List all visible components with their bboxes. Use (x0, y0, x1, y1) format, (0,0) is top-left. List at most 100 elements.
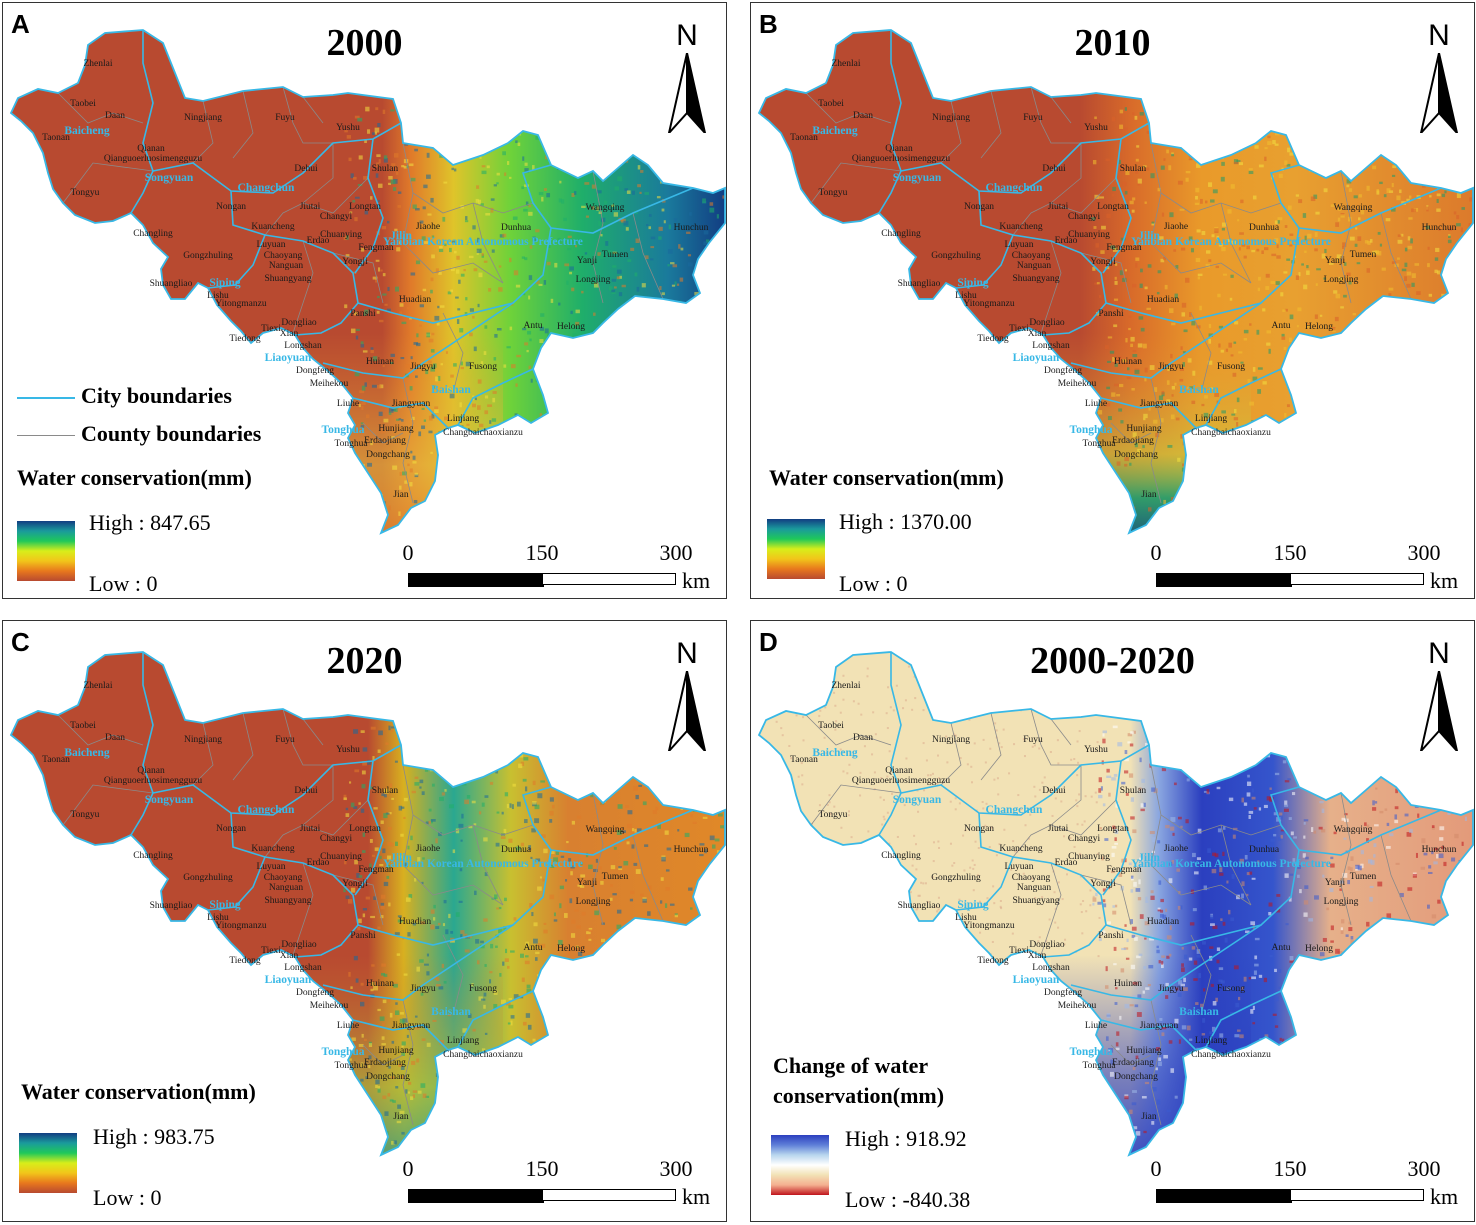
raster-speck (399, 1012, 404, 1015)
raster-speck (775, 720, 778, 723)
raster-speck (585, 1050, 590, 1053)
raster-speck (722, 195, 725, 199)
raster-speck (1196, 469, 1201, 473)
raster-speck (1216, 959, 1220, 964)
raster-speck (1450, 968, 1455, 974)
raster-speck (1279, 489, 1285, 492)
raster-speck (1217, 470, 1221, 474)
raster-speck (1321, 167, 1325, 172)
raster-speck (659, 1009, 662, 1014)
raster-speck (370, 988, 374, 992)
raster-speck (1360, 863, 1364, 869)
raster-speck (558, 456, 562, 459)
raster-speck (1289, 152, 1294, 156)
raster-speck (1322, 937, 1327, 942)
raster-speck (345, 895, 350, 899)
raster-speck (664, 903, 668, 908)
raster-speck (603, 1009, 609, 1014)
raster-speck (887, 873, 890, 876)
raster-speck (678, 406, 681, 410)
raster-speck (612, 427, 617, 432)
raster-speck (1305, 766, 1310, 771)
raster-speck (1131, 209, 1135, 213)
raster-speck (1326, 738, 1331, 742)
raster-speck (693, 401, 699, 406)
raster-speck (1203, 988, 1206, 992)
raster-speck (428, 519, 432, 524)
raster-speck (1396, 1008, 1400, 1012)
raster-speck (1414, 1078, 1419, 1084)
county-label: Dehui (1042, 786, 1066, 796)
raster-speck (456, 255, 460, 260)
raster-speck (1460, 227, 1463, 233)
raster-speck (1441, 1023, 1445, 1026)
raster-speck (1356, 749, 1359, 753)
raster-speck (1230, 104, 1236, 108)
raster-speck (678, 311, 681, 316)
raster-speck (1452, 335, 1456, 340)
raster-speck (797, 915, 800, 918)
county-label: Tiexi (1009, 324, 1029, 334)
raster-speck (1346, 990, 1350, 996)
raster-speck (666, 757, 670, 762)
raster-speck (1080, 911, 1083, 914)
scale-tick: 150 (525, 1156, 559, 1181)
raster-speck (1239, 858, 1245, 864)
raster-speck (489, 1060, 495, 1064)
city-boundary-line (1102, 138, 1132, 274)
raster-speck (444, 770, 449, 775)
raster-speck (382, 109, 386, 114)
raster-speck (718, 960, 723, 965)
raster-speck (524, 819, 528, 824)
raster-speck (1140, 808, 1145, 812)
raster-speck (698, 318, 703, 323)
raster-speck (1181, 302, 1187, 308)
raster-speck (1189, 1014, 1194, 1017)
raster-speck (1129, 1004, 1134, 1007)
scale-tick: 0 (1150, 1156, 1162, 1181)
raster-speck (1343, 350, 1348, 355)
north-arrow: N (1409, 637, 1469, 752)
raster-speck (554, 157, 559, 160)
raster-speck (613, 846, 617, 850)
color-ramp (17, 521, 75, 581)
raster-speck (441, 963, 445, 968)
city-boundary-line (900, 744, 1150, 816)
raster-speck (977, 847, 980, 850)
raster-speck (389, 842, 394, 847)
county-label: Jian (393, 1112, 409, 1122)
raster-speck (401, 165, 405, 168)
raster-speck (1419, 433, 1423, 438)
raster-speck (1163, 256, 1166, 261)
raster-speck (1276, 499, 1282, 505)
raster-speck (469, 308, 474, 312)
raster-speck (1401, 1099, 1406, 1105)
raster-speck (1229, 1121, 1234, 1126)
raster-speck (1142, 445, 1145, 449)
raster-speck (573, 754, 577, 757)
raster-speck (1411, 998, 1417, 1004)
county-boundary-line (810, 784, 902, 826)
raster-speck (1203, 1139, 1207, 1142)
raster-speck (361, 1108, 366, 1113)
raster-speck (574, 521, 578, 525)
raster-speck (1338, 1010, 1342, 1013)
raster-speck (911, 708, 914, 711)
raster-speck (678, 777, 682, 783)
raster-speck (1455, 970, 1460, 973)
raster-speck (1313, 744, 1319, 747)
raster-speck (1110, 870, 1116, 874)
raster-speck (1221, 227, 1225, 231)
raster-speck (1449, 520, 1453, 526)
raster-speck (1092, 895, 1095, 898)
raster-speck (917, 894, 920, 897)
raster-speck (1114, 280, 1118, 285)
raster-speck (1269, 470, 1275, 473)
raster-speck (471, 517, 474, 523)
raster-speck (1434, 989, 1438, 992)
raster-speck (1113, 324, 1118, 328)
raster-speck (518, 763, 523, 769)
raster-speck (484, 395, 489, 399)
raster-speck (360, 248, 365, 252)
raster-speck (614, 186, 620, 191)
